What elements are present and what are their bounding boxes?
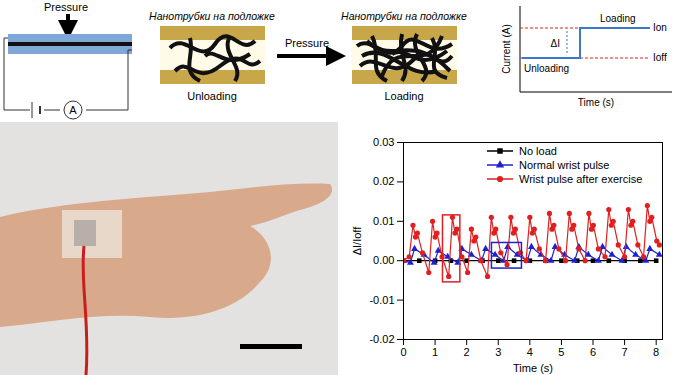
svg-text:Unloading: Unloading <box>187 90 237 102</box>
svg-text:Нанотрубки на подложке: Нанотрубки на подложке <box>149 10 275 22</box>
svg-text:7: 7 <box>622 346 628 358</box>
svg-text:Loading: Loading <box>384 90 423 102</box>
svg-text:Time (s): Time (s) <box>513 362 553 374</box>
svg-text:5: 5 <box>558 346 564 358</box>
svg-text:Ion: Ion <box>653 22 667 33</box>
html-text:Wrist pulse after exercise: Wrist pulse after exercise <box>519 173 643 185</box>
html-text:No load: No load <box>519 145 557 157</box>
svg-text:Ioff: Ioff <box>653 52 667 63</box>
svg-text:0.02: 0.02 <box>373 175 394 187</box>
svg-text:1: 1 <box>432 346 438 358</box>
svg-text:Unloading: Unloading <box>524 63 569 74</box>
svg-text:-0.02: -0.02 <box>369 333 394 345</box>
svg-text:0.01: 0.01 <box>373 215 394 227</box>
svg-text:3: 3 <box>495 346 501 358</box>
svg-text:2: 2 <box>464 346 470 358</box>
svg-text:Loading: Loading <box>600 13 636 24</box>
svg-text:-0.01: -0.01 <box>369 294 394 306</box>
svg-text:ΔI: ΔI <box>551 38 560 49</box>
svg-text:0.03: 0.03 <box>373 136 394 148</box>
svg-text:4: 4 <box>527 346 533 358</box>
svg-text:Pressure: Pressure <box>285 37 329 49</box>
svg-text:Time (s): Time (s) <box>578 97 614 108</box>
svg-text:A: A <box>69 104 77 116</box>
svg-text:ΔI/Ioff: ΔI/Ioff <box>351 226 363 255</box>
svg-text:Нанотрубки на подложке: Нанотрубки на подложке <box>341 10 467 22</box>
svg-text:6: 6 <box>590 346 596 358</box>
svg-text:0: 0 <box>400 346 406 358</box>
svg-text:0.00: 0.00 <box>373 254 394 266</box>
svg-text:Pressure: Pressure <box>44 1 88 13</box>
svg-text:8: 8 <box>653 346 659 358</box>
html-text:Normal wrist pulse: Normal wrist pulse <box>519 159 610 171</box>
svg-text:Current (A): Current (A) <box>501 24 512 73</box>
